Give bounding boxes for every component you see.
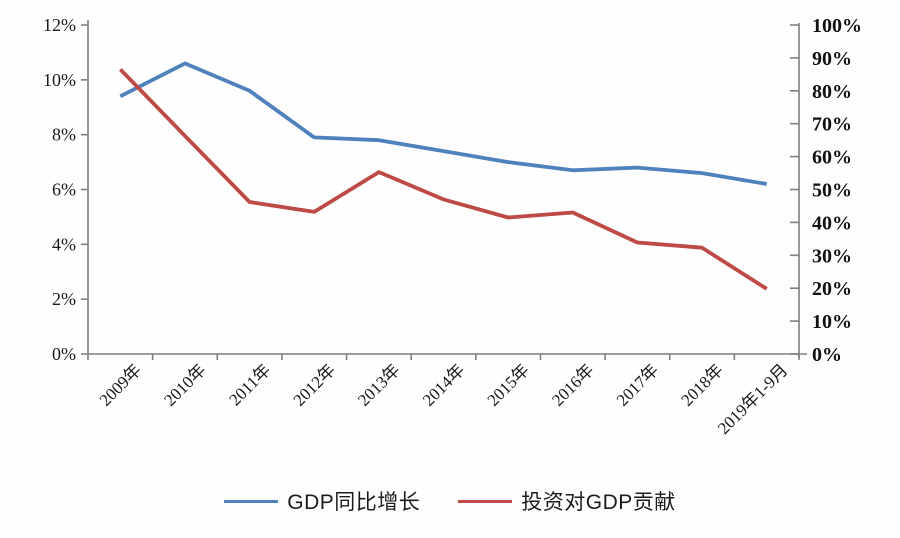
x-axis-tick-label: 2010年 (160, 360, 209, 409)
right-axis-tick-labels: 100% 90% 80% 70% 60% 50% 40% 30% 20% 10% 0% (812, 15, 862, 366)
x-axis-tick-label: 2009年 (96, 360, 145, 409)
legend-label-investment-contribution: 投资对GDP贡献 (521, 491, 676, 514)
right-axis-tick-label: 70% (812, 114, 852, 136)
blue-line-swatch-icon (224, 499, 279, 503)
series-line-1 (118, 68, 768, 291)
series-line-0 (119, 61, 768, 186)
right-axis-tick-label: 50% (812, 180, 852, 202)
right-axis-tick-label: 30% (812, 245, 852, 267)
right-axis-tick-label: 20% (812, 278, 852, 300)
left-axis-tick-label: 12% (43, 15, 76, 35)
right-axis-tick-label: 0% (812, 344, 842, 366)
x-axis-tick-label: 2013年 (354, 360, 403, 409)
left-axis-tick-label: 10% (43, 70, 76, 90)
right-axis-tick-label: 90% (812, 48, 852, 70)
right-axis-tick-label: 80% (812, 81, 852, 103)
right-axis-tick-label: 100% (812, 15, 862, 37)
x-axis-tick-label: 2016年 (548, 360, 597, 409)
left-axis-tick-label: 0% (52, 344, 76, 364)
x-axis-tick-label: 2014年 (419, 360, 468, 409)
legend-item-investment-contribution: 投资对GDP贡献 (458, 486, 676, 516)
left-axis-tick-label: 8% (52, 125, 76, 145)
data-series-lines (118, 61, 768, 291)
x-axis-tick-label: 2017年 (613, 360, 662, 409)
axes (81, 20, 807, 360)
legend-item-gdp-growth: GDP同比增长 (224, 486, 420, 516)
x-axis-tick-labels: 2009年 2010年 2011年 2012年 2013年 2014年 2015年 2016年… (96, 360, 792, 438)
legend-label-gdp-growth: GDP同比增长 (287, 491, 421, 514)
x-axis-tick-label: 2015年 (483, 360, 532, 409)
left-axis-tick-label: 2% (52, 289, 76, 309)
red-line-swatch-icon (458, 499, 513, 503)
right-axis-tick-label: 40% (812, 212, 852, 234)
right-axis-tick-label: 10% (812, 311, 852, 333)
x-axis-tick-label: 2011年 (225, 360, 274, 409)
legend: GDP同比增长 投资对GDP贡献 (0, 486, 900, 516)
x-axis-tick-label: 2019年1-9月 (714, 360, 792, 438)
left-axis-tick-labels: 12% 10% 8% 6% 4% 2% 0% (43, 15, 76, 364)
right-axis-tick-label: 60% (812, 147, 852, 169)
x-axis-tick-label: 2018年 (677, 360, 726, 409)
left-axis-tick-label: 6% (52, 180, 76, 200)
x-axis-tick-label: 2012年 (290, 360, 339, 409)
left-axis-tick-label: 4% (52, 234, 76, 254)
